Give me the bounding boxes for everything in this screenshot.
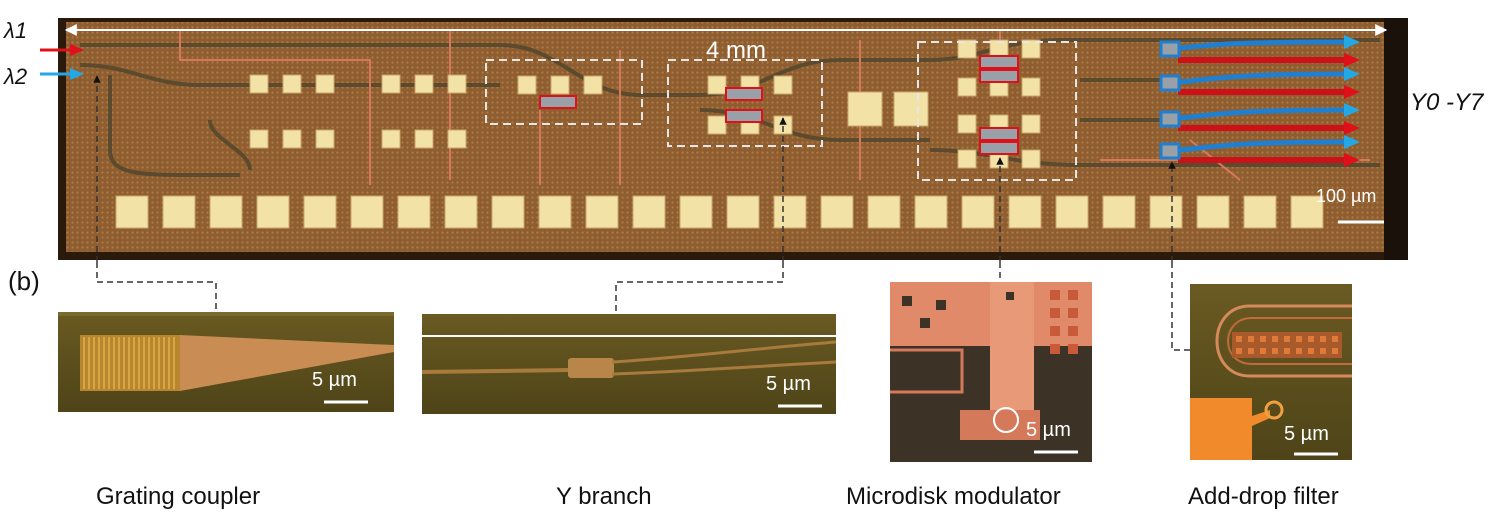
small-pads [249,39,1041,169]
inset-grating-coupler: 5 µm [58,312,394,412]
filter-scale-label: 5 µm [1284,423,1329,445]
caption-add-drop-filter: Add-drop filter [1188,483,1339,510]
length-label: 4 mm [706,37,766,64]
input-arrows [40,44,84,80]
lambda2-label: λ2 [3,64,27,89]
caption-grating-coupler: Grating coupler [96,483,260,510]
inset-y-branch: 5 µm [422,314,837,414]
caption-microdisk-modulator: Microdisk modulator [846,483,1061,510]
lambda1-label: λ1 [3,18,27,43]
bond-pad-row [115,195,1324,229]
grating-scale-label: 5 µm [312,369,357,391]
ybranch-scale-label: 5 µm [766,373,811,395]
output-channels [1159,35,1360,167]
caption-y-branch: Y branch [556,483,652,510]
region-highlights [485,41,1077,181]
device-markers [539,55,1019,155]
output-label: Y0 -Y7 [1410,89,1485,116]
panel-label: (b) [8,266,40,296]
inset-microdisk-modulator: 5 µm [890,282,1092,462]
leader-lines [93,75,1192,351]
inset-add-drop-filter: 5 µm [1190,284,1352,460]
chip-scale-label: 100 µm [1316,186,1376,206]
modulator-scale-label: 5 µm [1026,419,1071,441]
